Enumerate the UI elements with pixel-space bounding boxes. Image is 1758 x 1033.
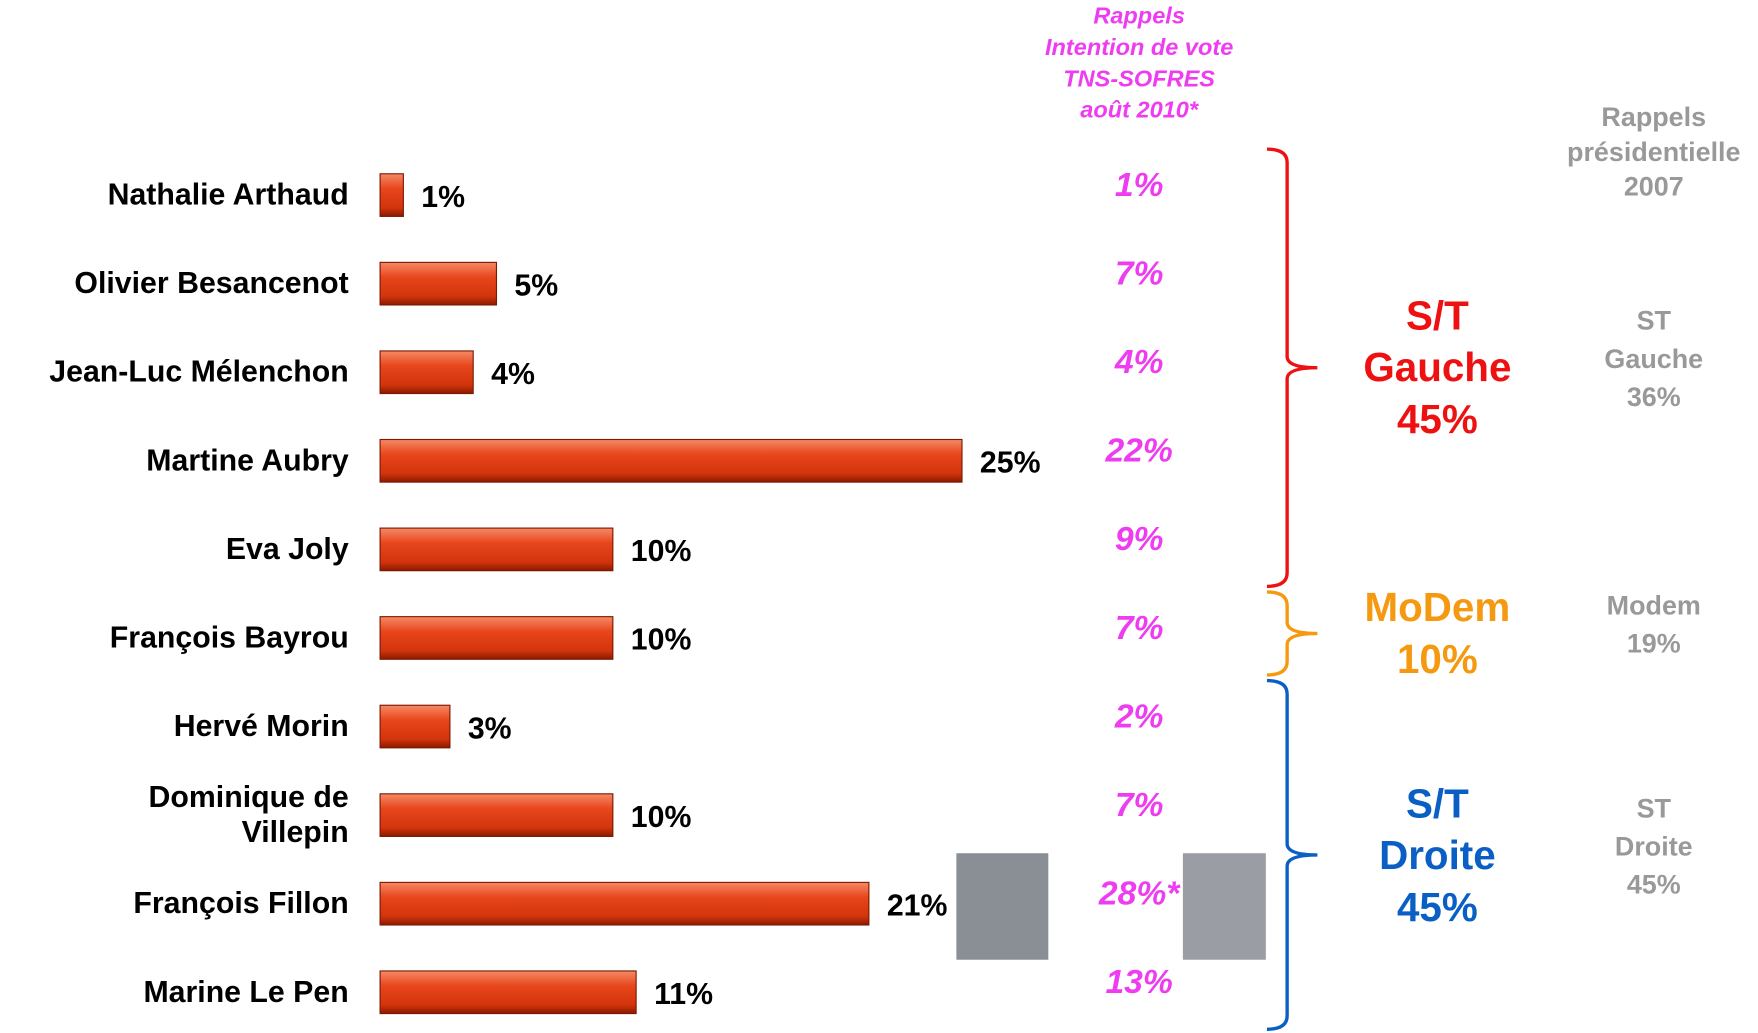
recall-label: 7%: [1115, 787, 1164, 826]
value-label: 21%: [887, 889, 948, 924]
group-name: MoDem: [1364, 582, 1510, 634]
value-label: 10%: [631, 534, 692, 569]
group-total: 45%: [1397, 396, 1478, 442]
bar: [380, 174, 403, 217]
recall-label: 13%: [1105, 964, 1172, 1003]
bracket: [1267, 592, 1317, 675]
category-label: François Bayrou: [110, 621, 349, 656]
category-label: Hervé Morin: [174, 709, 349, 744]
category-label: François Fillon: [133, 886, 348, 921]
category-label: Jean-Luc Mélenchon: [49, 355, 348, 390]
group-total: 10%: [1397, 636, 1478, 682]
photo: [1183, 853, 1266, 960]
group-name: S/T Droite: [1379, 778, 1496, 881]
category-label: Dominique de Villepin: [149, 780, 349, 850]
recall-title: Rappels Intention de vote TNS-SOFRES aoû…: [1045, 1, 1233, 127]
bar: [380, 351, 473, 394]
recall-label: 7%: [1115, 610, 1164, 649]
reference-value: ST Gauche 36%: [1602, 303, 1706, 417]
category-label: Marine Le Pen: [143, 975, 348, 1010]
group-name: S/T Gauche: [1363, 290, 1511, 393]
value-label: 3%: [468, 711, 512, 746]
bracket: [1267, 149, 1317, 586]
value-label: 10%: [631, 800, 692, 835]
recall-label: 22%: [1105, 433, 1172, 472]
page: {"chart_data": { "type": "bar", "categor…: [0, 0, 1758, 1033]
recall-label: 2%: [1115, 698, 1164, 737]
reference-title: Rappels présidentielle 2007: [1567, 100, 1740, 204]
category-label: Olivier Besancenot: [74, 266, 348, 301]
value-label: 10%: [631, 623, 692, 658]
bar: [380, 262, 496, 305]
recall-label: 7%: [1115, 255, 1164, 294]
recall-label: 4%: [1115, 344, 1164, 383]
bar: [380, 528, 613, 571]
recall-label: 9%: [1115, 521, 1164, 560]
reference-value: Modem 19%: [1607, 588, 1701, 664]
value-label: 4%: [491, 357, 535, 392]
value-label: 1%: [421, 180, 465, 215]
bar: [380, 882, 869, 925]
bar: [380, 705, 450, 748]
value-label: 25%: [980, 446, 1041, 481]
value-label: 11%: [654, 977, 713, 1012]
category-label: Martine Aubry: [146, 443, 348, 478]
category-label: Nathalie Arthaud: [108, 178, 349, 213]
recall-label: 1%: [1115, 167, 1164, 206]
bracket: [1267, 681, 1317, 1030]
bar: [380, 971, 636, 1014]
group-total: 45%: [1397, 883, 1478, 929]
category-label: Eva Joly: [226, 532, 349, 567]
bar: [380, 440, 962, 483]
reference-value: ST Droite 45%: [1602, 790, 1706, 904]
photo: [956, 853, 1048, 960]
bar: [380, 617, 613, 660]
value-label: 5%: [514, 269, 558, 304]
chart: Nathalie Arthaud 1% 1% Olivier Besancenot 5%…: [0, 0, 1758, 1033]
bar: [380, 794, 613, 837]
recall-label: 28%*: [1099, 875, 1179, 914]
